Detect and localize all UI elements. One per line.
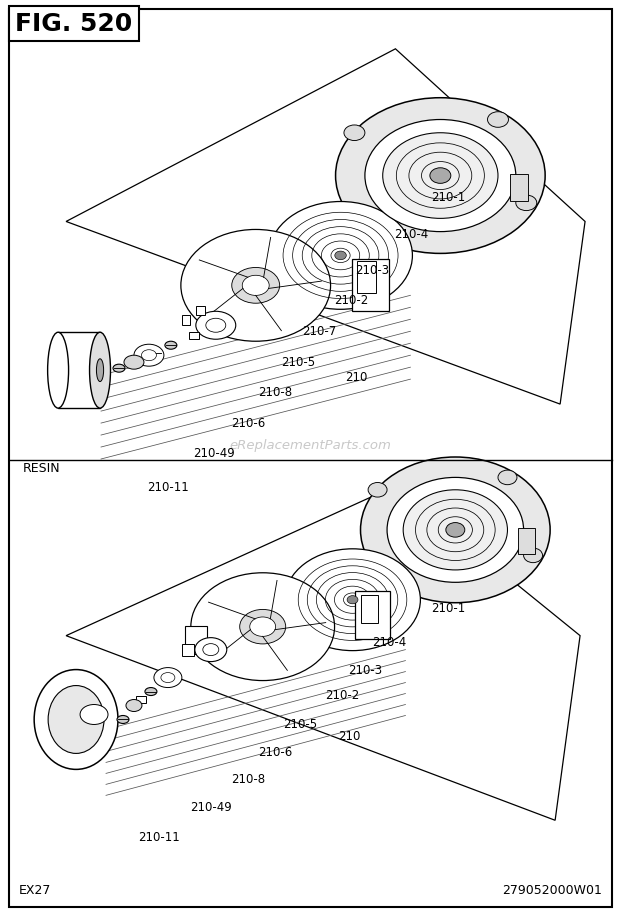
- Ellipse shape: [48, 685, 104, 754]
- Text: 210-1: 210-1: [432, 191, 466, 204]
- Bar: [360, 594, 378, 623]
- Ellipse shape: [206, 318, 226, 333]
- Ellipse shape: [117, 715, 129, 724]
- Text: 210-3: 210-3: [348, 663, 383, 677]
- Text: 210-49: 210-49: [193, 447, 235, 460]
- Ellipse shape: [242, 276, 269, 295]
- Bar: [355, 591, 390, 638]
- Bar: [189, 332, 199, 339]
- Ellipse shape: [34, 670, 118, 769]
- Bar: [352, 259, 389, 311]
- Text: 210-6: 210-6: [258, 746, 292, 758]
- Ellipse shape: [48, 333, 69, 409]
- Text: 210-8: 210-8: [231, 773, 265, 786]
- Text: 210-49: 210-49: [190, 801, 232, 813]
- Bar: [136, 696, 146, 703]
- Ellipse shape: [203, 644, 219, 656]
- Ellipse shape: [347, 595, 358, 604]
- Ellipse shape: [335, 251, 347, 260]
- Ellipse shape: [430, 168, 451, 183]
- Ellipse shape: [498, 470, 517, 485]
- Ellipse shape: [403, 490, 508, 570]
- Text: 210-11: 210-11: [139, 831, 180, 844]
- Text: 279052000W01: 279052000W01: [502, 884, 602, 897]
- Text: 210-11: 210-11: [147, 481, 188, 494]
- Text: 210-2: 210-2: [325, 689, 359, 703]
- Ellipse shape: [97, 359, 104, 382]
- Ellipse shape: [387, 477, 523, 583]
- Ellipse shape: [141, 350, 156, 361]
- Ellipse shape: [134, 344, 164, 366]
- Text: 210-6: 210-6: [231, 417, 265, 430]
- Ellipse shape: [89, 333, 110, 409]
- Ellipse shape: [487, 112, 508, 127]
- Bar: [58, 333, 100, 409]
- Ellipse shape: [181, 229, 330, 342]
- Ellipse shape: [365, 119, 516, 232]
- Bar: [182, 644, 194, 656]
- Ellipse shape: [446, 522, 465, 537]
- Text: EX27: EX27: [19, 884, 51, 897]
- Text: 210-7: 210-7: [302, 325, 336, 338]
- Text: eReplacementParts.com: eReplacementParts.com: [229, 439, 392, 452]
- Ellipse shape: [285, 549, 420, 650]
- Ellipse shape: [516, 195, 537, 211]
- Text: 210-5: 210-5: [281, 355, 315, 368]
- Ellipse shape: [124, 355, 144, 369]
- Ellipse shape: [360, 457, 550, 603]
- Bar: [185, 626, 207, 654]
- Bar: [356, 261, 376, 293]
- Bar: [197, 306, 205, 315]
- Ellipse shape: [232, 267, 280, 303]
- Text: 210: 210: [339, 730, 361, 743]
- Ellipse shape: [80, 704, 108, 725]
- Ellipse shape: [335, 98, 545, 254]
- Ellipse shape: [150, 349, 162, 357]
- Ellipse shape: [250, 617, 276, 637]
- Bar: [9, 6, 139, 41]
- Ellipse shape: [268, 202, 412, 310]
- Ellipse shape: [196, 311, 236, 339]
- Text: 210-2: 210-2: [334, 294, 368, 307]
- Bar: [518, 528, 535, 553]
- Ellipse shape: [161, 672, 175, 682]
- Ellipse shape: [344, 125, 365, 140]
- Text: 210-5: 210-5: [283, 718, 317, 732]
- Bar: [510, 174, 528, 201]
- Ellipse shape: [165, 342, 177, 349]
- Text: 210-8: 210-8: [258, 386, 292, 398]
- Bar: [182, 315, 190, 325]
- Ellipse shape: [240, 609, 286, 644]
- Text: RESIN: RESIN: [23, 463, 61, 475]
- Text: FIG. 520: FIG. 520: [15, 12, 132, 36]
- Text: 210-3: 210-3: [355, 264, 389, 277]
- Ellipse shape: [145, 688, 157, 695]
- Text: 210: 210: [345, 371, 368, 384]
- Text: 210-4: 210-4: [394, 227, 428, 241]
- Ellipse shape: [191, 572, 335, 681]
- Ellipse shape: [195, 638, 227, 661]
- Ellipse shape: [113, 365, 125, 372]
- Text: 210-4: 210-4: [373, 637, 407, 649]
- Ellipse shape: [383, 133, 498, 218]
- Ellipse shape: [154, 668, 182, 688]
- Text: 210-1: 210-1: [432, 603, 466, 616]
- Ellipse shape: [126, 700, 142, 712]
- Ellipse shape: [523, 548, 542, 562]
- Ellipse shape: [368, 483, 387, 497]
